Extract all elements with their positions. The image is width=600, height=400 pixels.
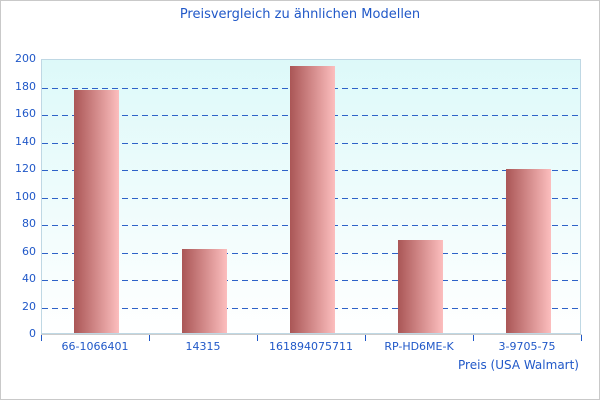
y-tick-label-180: 180 [15,79,36,93]
bar-66-1066401 [73,89,119,333]
x-category-label: 14315 [185,340,221,353]
y-tick-label-120: 120 [15,162,36,175]
y-tick-label-40: 40 [22,272,36,285]
x-axis-title: Preis (USA Walmart) [458,358,579,372]
bar-14315 [181,249,227,333]
bar-RP-HD6ME-K [397,239,443,333]
bar-3-9705-75 [505,169,551,333]
x-tick-2 [257,335,258,341]
x-category-label: RP-HD6ME-K [384,340,454,353]
y-tick-label-0: 0 [29,327,36,340]
x-tick-5 [581,335,582,341]
chart-title: Preisvergleich zu ähnlichen Modellen [179,7,421,22]
y-tick-label-100: 100 [15,189,36,203]
x-tick-0 [41,335,42,341]
x-axis-line [41,334,582,335]
x-tick-3 [365,335,366,341]
y-tick-label-20: 20 [22,299,36,313]
y-tick-label-60: 60 [22,244,36,258]
y-tick-label-200: 200 [15,52,36,65]
x-category-label: 66-1066401 [61,340,129,353]
y-tick-label-140: 140 [15,134,36,148]
x-tick-4 [473,335,474,341]
plot-area [41,59,581,334]
x-category-label: 3-9705-75 [498,340,556,353]
bar-161894075711 [289,66,335,333]
y-tick-label-80: 80 [22,217,36,230]
y-tick-label-160: 160 [15,107,36,120]
x-tick-1 [149,335,150,341]
x-category-label: 161894075711 [269,340,353,353]
